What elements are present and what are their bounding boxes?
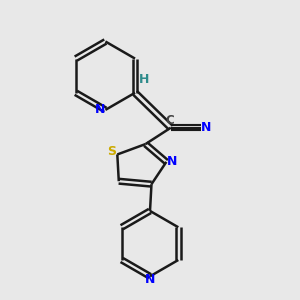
Text: N: N (145, 273, 155, 286)
Text: N: N (167, 155, 178, 168)
Text: N: N (95, 103, 105, 116)
Text: C: C (165, 114, 174, 127)
Text: N: N (200, 121, 211, 134)
Text: S: S (107, 145, 116, 158)
Text: H: H (139, 73, 149, 86)
